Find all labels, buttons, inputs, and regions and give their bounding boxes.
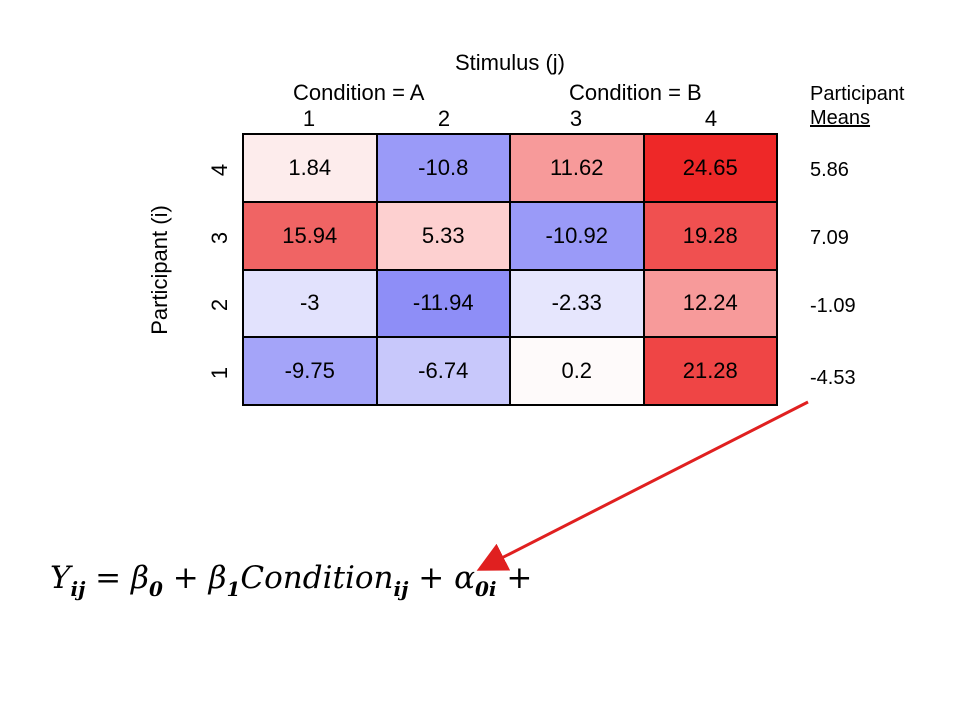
eq-beta1: β xyxy=(208,560,227,596)
heatmap-cell: -10.92 xyxy=(511,202,643,269)
means-header-line2: Means xyxy=(810,107,871,129)
heatmap-cell: 12.24 xyxy=(644,270,776,337)
eq-alpha-sub: 0i xyxy=(475,577,497,601)
eq-alpha: α xyxy=(454,560,475,596)
heatmap-cell: -6.74 xyxy=(377,338,509,404)
heatmap-cell: 21.28 xyxy=(644,338,776,404)
column-label-2: 2 xyxy=(437,106,451,131)
condition-a-label: Condition = A xyxy=(293,80,425,105)
heatmap-cell: -3 xyxy=(244,270,376,337)
eq-Y: Y xyxy=(50,560,71,596)
model-equation: Yij = β0 + β1Conditionij + α0i + xyxy=(50,560,532,601)
heatmap-cell: 24.65 xyxy=(644,135,776,201)
eq-plus-1: + xyxy=(172,560,199,596)
eq-beta1-sub: 1 xyxy=(226,577,241,601)
eq-condition: Condition xyxy=(240,560,394,596)
participant-means: Participant Means 5.86 7.09 -1.09 -4.53 xyxy=(810,82,905,389)
row-label-3: 3 xyxy=(207,231,232,245)
y-axis-label: Participant (i) xyxy=(147,205,172,335)
heatmap-cell: 15.94 xyxy=(244,202,376,269)
means-header-line1: Participant xyxy=(810,83,905,105)
y-axis-label-container: Participant (i) xyxy=(140,170,180,370)
heatmap-title: Stimulus (j) xyxy=(454,50,565,75)
eq-equals: = xyxy=(95,560,122,596)
heatmap-grid: 1.84 -10.8 11.62 24.65 15.94 5.33 -10.92 19.28-… xyxy=(242,133,778,406)
heatmap-cell: 5.33 xyxy=(377,202,509,269)
condition-b-label: Condition = B xyxy=(569,80,702,105)
row-label-4: 4 xyxy=(207,163,232,177)
eq-condition-sub: ij xyxy=(393,577,409,601)
heatmap-cell: -2.33 xyxy=(511,270,643,337)
eq-beta0: β xyxy=(131,560,149,596)
heatmap-cell: -9.75 xyxy=(244,338,376,404)
column-label-1: 1 xyxy=(302,106,316,131)
mean-value-3: 7.09 xyxy=(810,227,849,249)
heatmap-cell: 1.84 xyxy=(244,135,376,201)
eq-Y-sub: ij xyxy=(70,577,86,601)
eq-plus-2: + xyxy=(418,560,445,596)
column-label-3: 3 xyxy=(569,106,583,131)
eq-beta0-sub: 0 xyxy=(148,577,163,601)
eq-plus-3: + xyxy=(506,560,533,596)
mean-value-1: -4.53 xyxy=(810,367,856,389)
column-label-4: 4 xyxy=(704,106,718,131)
heatmap-cell: -11.94 xyxy=(377,270,509,337)
mean-value-2: -1.09 xyxy=(810,295,856,317)
heatmap-cell: 11.62 xyxy=(511,135,643,201)
mean-value-4: 5.86 xyxy=(810,159,849,181)
row-label-2: 2 xyxy=(207,298,232,312)
heatmap-cell: -10.8 xyxy=(377,135,509,201)
heatmap-cell: 19.28 xyxy=(644,202,776,269)
row-label-1: 1 xyxy=(207,366,232,380)
heatmap-cell: 0.2 xyxy=(511,338,643,404)
